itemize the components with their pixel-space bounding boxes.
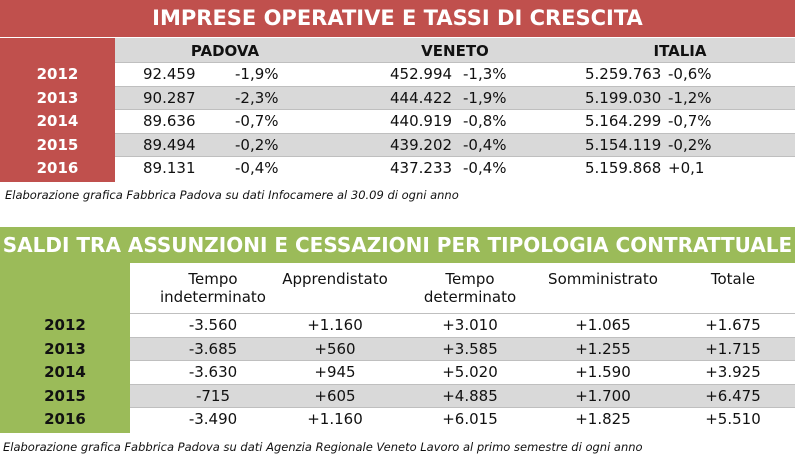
cell: 5.259.763 bbox=[585, 65, 662, 83]
title-bar: IMPRESE OPERATIVE E TASSI DI CRESCITA bbox=[0, 0, 795, 37]
cell: 89.131 bbox=[143, 159, 196, 178]
row-divider bbox=[130, 383, 795, 385]
cell: 5.154.119 bbox=[585, 135, 662, 154]
cell: +1.065 bbox=[575, 316, 631, 334]
cell: 5.164.299 bbox=[585, 112, 662, 131]
cell: 90.287 bbox=[143, 88, 196, 107]
year-label: 2012 bbox=[36, 65, 79, 83]
column-header: Tempo determinato bbox=[423, 270, 517, 306]
cell: -0,4% bbox=[235, 159, 279, 178]
cell: +605 bbox=[314, 386, 356, 405]
cell: +3.010 bbox=[442, 316, 498, 334]
cell: +3.925 bbox=[705, 363, 761, 382]
cell: -0,2% bbox=[235, 135, 279, 154]
column-header: Tempo indeterminato bbox=[160, 270, 266, 306]
cell: +1.590 bbox=[575, 363, 631, 382]
cell: +1.715 bbox=[705, 339, 761, 358]
note: Elaborazione grafica Fabbrica Padova su … bbox=[3, 440, 643, 454]
row-divider bbox=[130, 313, 795, 314]
header-row bbox=[115, 38, 795, 62]
cell: +5.020 bbox=[442, 363, 498, 382]
row-stripe bbox=[130, 384, 795, 408]
column-header: Totale bbox=[710, 270, 756, 288]
cell: +6.015 bbox=[442, 410, 498, 429]
cell: -1,9% bbox=[463, 88, 507, 107]
cell: -3.560 bbox=[188, 316, 238, 334]
cell: 5.199.030 bbox=[585, 88, 662, 107]
cell: +1.825 bbox=[575, 410, 631, 429]
year-label: 2016 bbox=[44, 410, 86, 429]
cell: +1.160 bbox=[307, 410, 363, 429]
year-label: 2013 bbox=[44, 339, 86, 358]
cell: -1,2% bbox=[668, 88, 712, 107]
year-label: 2014 bbox=[44, 363, 86, 382]
cell: +6.475 bbox=[705, 386, 761, 405]
cell: 439.202 bbox=[390, 135, 453, 154]
row-stripe bbox=[115, 133, 795, 157]
cell: -3.490 bbox=[188, 410, 238, 429]
cell: +3.585 bbox=[442, 339, 498, 358]
cell: -0,4% bbox=[463, 159, 507, 178]
year-label: 2013 bbox=[36, 88, 79, 107]
row-divider bbox=[115, 132, 795, 134]
column-header: ITALIA bbox=[653, 42, 707, 60]
cell: -0,8% bbox=[463, 112, 507, 131]
column-header: Apprendistato bbox=[282, 270, 388, 288]
cell: -0,4% bbox=[463, 135, 507, 154]
cell: +0,1 bbox=[668, 159, 705, 178]
year-label: 2012 bbox=[44, 316, 86, 334]
year-column bbox=[0, 38, 115, 182]
cell: +560 bbox=[314, 339, 356, 358]
column-header: VENETO bbox=[421, 42, 489, 60]
cell: +1.675 bbox=[705, 316, 761, 334]
cell: -3.630 bbox=[188, 363, 238, 382]
cell: 89.636 bbox=[143, 112, 196, 131]
row-divider bbox=[130, 407, 795, 409]
cell: -715 bbox=[195, 386, 231, 405]
cell: +1.700 bbox=[575, 386, 631, 405]
year-label: 2015 bbox=[44, 386, 86, 405]
row-divider bbox=[115, 85, 795, 87]
title-bar: SALDI TRA ASSUNZIONI E CESSAZIONI PER TI… bbox=[0, 227, 795, 263]
cell: -0,7% bbox=[668, 112, 712, 131]
row-divider bbox=[130, 336, 795, 338]
cell: 437.233 bbox=[390, 159, 453, 178]
cell: 5.159.868 bbox=[585, 159, 662, 178]
cell: -0,7% bbox=[235, 112, 279, 131]
year-column bbox=[0, 263, 130, 433]
cell: -0,6% bbox=[668, 65, 712, 83]
cell: -0,2% bbox=[668, 135, 712, 154]
cell: -2,3% bbox=[235, 88, 279, 107]
year-label: 2016 bbox=[36, 159, 79, 178]
row-divider bbox=[130, 360, 795, 362]
cell: 440.919 bbox=[390, 112, 453, 131]
row-divider bbox=[115, 109, 795, 111]
row-divider bbox=[115, 156, 795, 158]
cell: +1.255 bbox=[575, 339, 631, 358]
year-label: 2014 bbox=[36, 112, 79, 131]
cell: -1,9% bbox=[235, 65, 279, 83]
cell: -1,3% bbox=[463, 65, 507, 83]
cell: +945 bbox=[314, 363, 356, 382]
column-header: PADOVA bbox=[190, 42, 260, 60]
year-label: 2015 bbox=[36, 135, 79, 154]
row-stripe bbox=[130, 337, 795, 361]
row-stripe bbox=[115, 86, 795, 110]
cell: 444.422 bbox=[390, 88, 453, 107]
column-header: Somministrato bbox=[548, 270, 658, 288]
cell: -3.685 bbox=[188, 339, 238, 358]
cell: +5.510 bbox=[705, 410, 761, 429]
row-divider bbox=[115, 62, 795, 63]
cell: +1.160 bbox=[307, 316, 363, 334]
note: Elaborazione grafica Fabbrica Padova su … bbox=[5, 188, 459, 202]
cell: 89.494 bbox=[143, 135, 196, 154]
cell: +4.885 bbox=[442, 386, 498, 405]
cell: 452.994 bbox=[390, 65, 453, 83]
cell: 92.459 bbox=[143, 65, 196, 83]
